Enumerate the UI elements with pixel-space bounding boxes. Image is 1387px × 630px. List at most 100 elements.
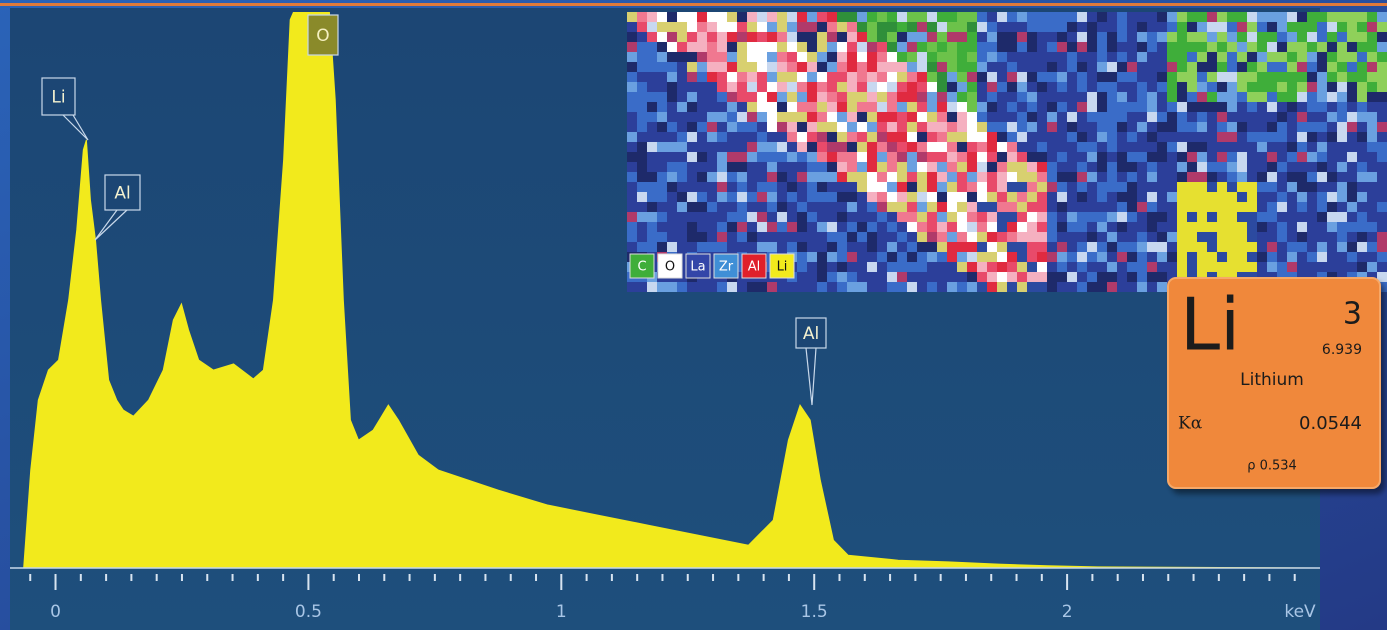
map-pixel xyxy=(1107,202,1117,212)
atomic-number: 3 xyxy=(1343,297,1362,332)
map-pixel xyxy=(867,212,877,222)
map-pixel xyxy=(867,112,877,122)
map-pixel xyxy=(1117,232,1127,242)
map-pixel xyxy=(967,232,977,242)
map-pixel xyxy=(1327,22,1337,32)
map-pixel xyxy=(687,192,697,202)
map-pixel xyxy=(1147,172,1157,182)
map-pixel xyxy=(1307,132,1317,142)
map-pixel xyxy=(957,22,967,32)
map-pixel xyxy=(1257,232,1267,242)
map-pixel xyxy=(707,72,717,82)
map-pixel xyxy=(947,272,957,282)
map-pixel xyxy=(1127,212,1137,222)
map-pixel xyxy=(907,232,917,242)
map-pixel xyxy=(1307,112,1317,122)
map-pixel xyxy=(717,112,727,122)
map-pixel xyxy=(1207,112,1217,122)
map-pixel xyxy=(807,82,817,92)
map-pixel xyxy=(1007,72,1017,82)
line-value: 0.0544 xyxy=(1299,413,1362,434)
element-symbol: Li xyxy=(1180,283,1240,367)
map-pixel xyxy=(1117,182,1127,192)
map-pixel xyxy=(897,192,907,202)
map-pixel xyxy=(667,72,677,82)
map-pixel xyxy=(847,272,857,282)
map-pixel xyxy=(987,92,997,102)
map-pixel xyxy=(807,252,817,262)
map-pixel xyxy=(667,192,677,202)
map-pixel xyxy=(767,182,777,192)
map-pixel xyxy=(857,192,867,202)
map-pixel xyxy=(907,62,917,72)
map-pixel xyxy=(1147,252,1157,262)
map-pixel xyxy=(1157,202,1167,212)
map-pixel xyxy=(667,222,677,232)
map-pixel xyxy=(917,152,927,162)
map-pixel xyxy=(1257,92,1267,102)
map-pixel xyxy=(1177,52,1187,62)
map-pixel xyxy=(1177,122,1187,132)
map-pixel xyxy=(657,172,667,182)
map-pixel xyxy=(907,212,917,222)
map-pixel xyxy=(677,122,687,132)
map-pixel xyxy=(777,192,787,202)
map-pixel xyxy=(847,72,857,82)
map-pixel xyxy=(1097,72,1107,82)
map-pixel xyxy=(727,92,737,102)
map-pixel xyxy=(987,112,997,122)
map-pixel xyxy=(737,72,747,82)
map-pixel xyxy=(867,52,877,62)
map-pixel xyxy=(1057,52,1067,62)
map-pixel xyxy=(1127,142,1137,152)
map-pixel xyxy=(947,232,957,242)
map-pixel xyxy=(1087,232,1097,242)
map-pixel xyxy=(787,202,797,212)
map-pixel xyxy=(1227,232,1237,242)
map-pixel xyxy=(1207,42,1217,52)
map-pixel xyxy=(847,12,857,22)
map-pixel xyxy=(677,52,687,62)
map-pixel xyxy=(1097,222,1107,232)
map-pixel xyxy=(1297,92,1307,102)
map-pixel xyxy=(1177,202,1187,212)
map-pixel xyxy=(1137,32,1147,42)
map-pixel xyxy=(917,272,927,282)
map-pixel xyxy=(927,152,937,162)
map-pixel xyxy=(1137,42,1147,52)
map-pixel xyxy=(1347,232,1357,242)
map-pixel xyxy=(927,252,937,262)
map-pixel xyxy=(1117,112,1127,122)
map-pixel xyxy=(687,172,697,182)
map-pixel xyxy=(997,282,1007,292)
map-pixel xyxy=(1297,42,1307,52)
map-pixel xyxy=(1337,192,1347,202)
map-pixel xyxy=(1247,152,1257,162)
map-pixel xyxy=(987,162,997,172)
map-pixel xyxy=(697,122,707,132)
map-pixel xyxy=(907,162,917,172)
map-pixel xyxy=(757,112,767,122)
map-pixel xyxy=(947,112,957,122)
map-pixel xyxy=(1107,52,1117,62)
map-pixel xyxy=(667,132,677,142)
map-pixel xyxy=(927,52,937,62)
map-pixel xyxy=(1337,202,1347,212)
map-pixel xyxy=(1037,222,1047,232)
map-pixel xyxy=(1287,202,1297,212)
map-pixel xyxy=(977,12,987,22)
map-pixel xyxy=(1327,52,1337,62)
map-pixel xyxy=(1157,82,1167,92)
map-pixel xyxy=(947,132,957,142)
map-pixel xyxy=(647,122,657,132)
map-pixel xyxy=(1017,282,1027,292)
map-pixel xyxy=(1357,222,1367,232)
map-pixel xyxy=(1347,212,1357,222)
map-pixel xyxy=(887,142,897,152)
map-pixel xyxy=(1377,242,1387,252)
map-pixel xyxy=(757,162,767,172)
map-pixel xyxy=(1357,172,1367,182)
map-pixel xyxy=(1187,82,1197,92)
map-pixel xyxy=(1297,202,1307,212)
map-pixel xyxy=(907,202,917,212)
